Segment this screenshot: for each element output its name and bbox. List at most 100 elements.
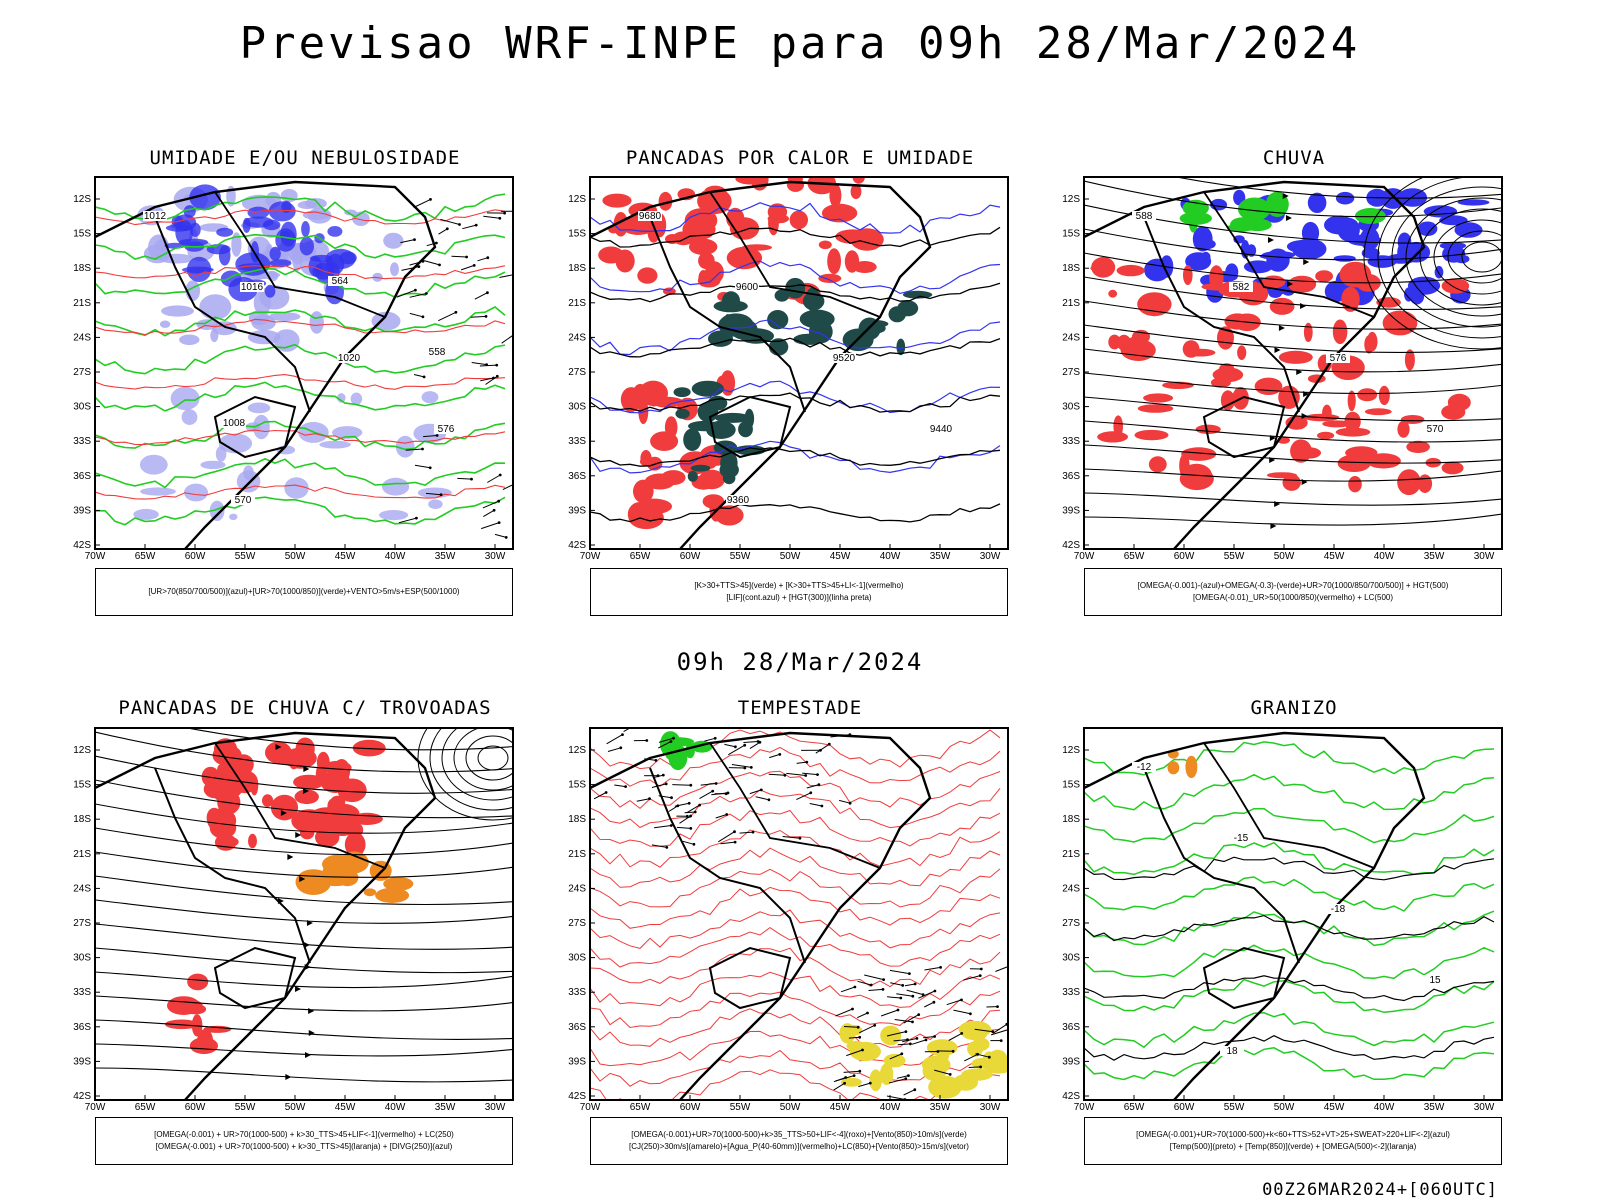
x-tick-label: 50W bbox=[780, 1102, 801, 1113]
wind-vector-head bbox=[495, 363, 499, 367]
contour-label-bg bbox=[1326, 904, 1350, 914]
wind-vector bbox=[809, 803, 823, 807]
y-tick-label: 30S bbox=[1062, 953, 1080, 964]
pressure-ring bbox=[429, 728, 513, 811]
wind-vector-head bbox=[783, 773, 787, 777]
rain-blue bbox=[1397, 232, 1412, 252]
rain-red bbox=[1406, 440, 1430, 453]
contour-label-bg bbox=[1423, 975, 1447, 985]
y-tick-label: 42S bbox=[1062, 540, 1080, 551]
y-tick-label: 36S bbox=[73, 1022, 91, 1033]
x-tick-label: 70W bbox=[85, 551, 106, 562]
wind-vector bbox=[501, 334, 513, 344]
rain-blue bbox=[1335, 191, 1355, 205]
rain-blue bbox=[1185, 252, 1212, 271]
convection-teal bbox=[691, 380, 724, 397]
contour-label-bg bbox=[638, 211, 662, 221]
wind-vector bbox=[651, 783, 667, 788]
wind-vector bbox=[796, 792, 812, 801]
wind-vector-head bbox=[421, 447, 424, 451]
wind-vector-head bbox=[759, 788, 763, 792]
thickness-contour bbox=[95, 429, 506, 446]
wind-vector bbox=[858, 1082, 871, 1088]
convection-red bbox=[835, 229, 871, 244]
streamline bbox=[95, 971, 513, 989]
rain-red bbox=[1315, 270, 1333, 283]
temp850-contour bbox=[1084, 978, 1495, 1014]
convection-red bbox=[852, 261, 877, 273]
humidity-blue bbox=[243, 216, 274, 228]
streamline-arrow bbox=[1282, 193, 1289, 199]
convection-red bbox=[850, 184, 862, 200]
wind-vector-head bbox=[429, 198, 432, 201]
x-tick-label: 65W bbox=[630, 1102, 651, 1113]
y-tick-label: 18S bbox=[568, 814, 586, 825]
x-tick-label: 55W bbox=[1224, 1102, 1245, 1113]
y-tick-label: 24S bbox=[568, 883, 586, 894]
hgt-contour bbox=[590, 226, 1001, 248]
jet-yellow bbox=[840, 1077, 862, 1087]
humidity-blue bbox=[189, 184, 221, 211]
wind-vector-head bbox=[778, 753, 782, 756]
y-tick-label: 18S bbox=[73, 814, 91, 825]
convection-red bbox=[821, 203, 858, 223]
thunder-red bbox=[217, 773, 244, 799]
humidity-light bbox=[309, 311, 324, 334]
legend-box: [OMEGA(-0.001)+UR>70(1000-500)+k>35_TTS>… bbox=[590, 1117, 1008, 1165]
state-border bbox=[214, 742, 386, 869]
wind-vector bbox=[398, 517, 417, 524]
wind-vector bbox=[460, 264, 475, 271]
wind-vector-head bbox=[438, 263, 441, 267]
contour-label: 582 bbox=[1233, 282, 1250, 293]
uruguay-border bbox=[708, 946, 792, 1010]
streamline-arrow bbox=[306, 920, 313, 926]
wind-vector bbox=[901, 1037, 918, 1043]
x-tick-label: 60W bbox=[680, 1102, 701, 1113]
thunder-red bbox=[214, 793, 225, 801]
contour-label-bg bbox=[1132, 762, 1156, 772]
contour-label: 1012 bbox=[144, 211, 167, 222]
convection-red bbox=[697, 188, 732, 215]
streamline bbox=[95, 995, 513, 1012]
humidity-light bbox=[268, 312, 301, 322]
wind-vector-head bbox=[495, 374, 499, 378]
water-contour bbox=[590, 829, 1001, 868]
wind-vector-head bbox=[638, 721, 641, 724]
wind-vector bbox=[438, 311, 457, 322]
wind-vector bbox=[911, 1039, 927, 1045]
streamline bbox=[1084, 252, 1502, 284]
temp850-contour bbox=[1084, 944, 1495, 980]
wind-vector-head bbox=[996, 1005, 999, 1008]
streamline bbox=[1084, 324, 1502, 354]
humidity-blue bbox=[264, 284, 276, 298]
country-border bbox=[154, 216, 311, 413]
y-tick-label: 30S bbox=[73, 402, 91, 413]
wind-vector bbox=[833, 1082, 845, 1091]
humidity-contour bbox=[95, 306, 506, 337]
streamline-arrow bbox=[275, 744, 282, 750]
wind-vector-head bbox=[503, 211, 506, 215]
convection-red bbox=[726, 246, 763, 270]
wind-vector bbox=[438, 228, 448, 235]
thunder-red bbox=[294, 810, 309, 828]
wind-vector bbox=[990, 1029, 1008, 1036]
contour-label-bg bbox=[1326, 353, 1350, 363]
x-tick-label: 40W bbox=[1374, 551, 1395, 562]
contour-label: 9360 bbox=[727, 495, 750, 506]
streamline bbox=[1084, 300, 1502, 330]
convection-red bbox=[648, 392, 661, 407]
thickness-contour bbox=[95, 209, 506, 226]
convection-red bbox=[697, 274, 721, 288]
contour-label-bg bbox=[240, 282, 264, 292]
water-contour bbox=[590, 909, 1001, 949]
humidity-light bbox=[133, 508, 159, 520]
wind-vector-head bbox=[654, 759, 658, 762]
y-tick-label: 30S bbox=[73, 953, 91, 964]
x-tick-label: 40W bbox=[880, 1102, 901, 1113]
wind-vector-head bbox=[645, 739, 649, 742]
humidity-light bbox=[350, 392, 363, 406]
rain-red bbox=[1117, 334, 1131, 351]
streamline bbox=[95, 923, 513, 950]
humidity-blue bbox=[206, 244, 231, 255]
